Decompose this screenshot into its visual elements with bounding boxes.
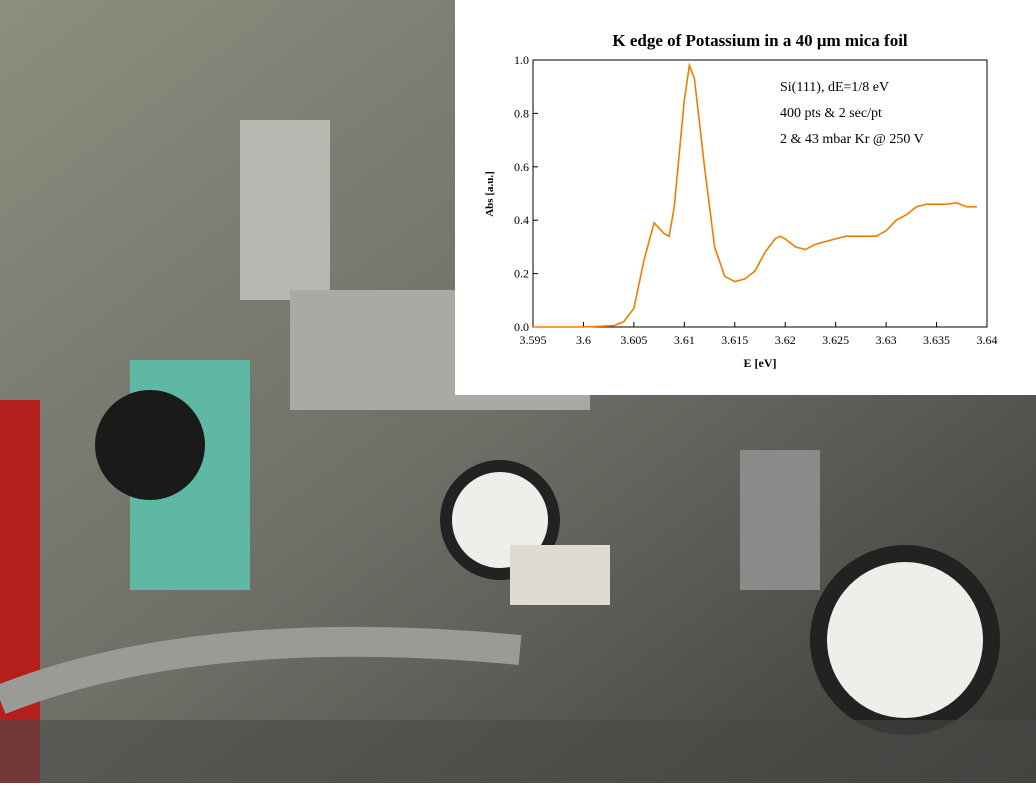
x-axis-label: E [eV] <box>744 356 777 370</box>
chart-title: K edge of Potassium in a 40 μm mica foil <box>612 31 908 50</box>
y-tick-label: 0.2 <box>514 267 529 281</box>
y-tick-label: 1.0 <box>514 53 529 67</box>
x-tick-label: 3.64 <box>977 333 998 347</box>
y-tick-label: 0.6 <box>514 160 529 174</box>
y-tick-label: 0.8 <box>514 106 529 120</box>
x-tick-label: 3.6 <box>576 333 591 347</box>
x-tick-label: 3.62 <box>775 333 796 347</box>
annotation: 400 pts & 2 sec/pt <box>780 106 882 121</box>
y-axis-label: Abs [a.u.] <box>484 171 496 217</box>
annotation: 2 & 43 mbar Kr @ 250 V <box>780 132 924 147</box>
x-tick-label: 3.615 <box>721 333 748 347</box>
x-tick-label: 3.635 <box>923 333 950 347</box>
annotation: Si(111), dE=1/8 eV <box>780 80 889 95</box>
x-tick-label: 3.61 <box>674 333 695 347</box>
data-line <box>533 62 977 328</box>
x-tick-label: 3.605 <box>620 333 647 347</box>
x-tick-label: 3.63 <box>876 333 897 347</box>
chart-background <box>455 0 1036 395</box>
x-tick-label: 3.625 <box>822 333 849 347</box>
plot-frame <box>532 59 988 328</box>
chart: K edge of Potassium in a 40 μm mica foil… <box>455 0 1036 395</box>
y-tick-label: 0.0 <box>514 320 529 334</box>
x-tick-label: 3.595 <box>520 333 547 347</box>
y-tick-label: 0.4 <box>514 213 529 227</box>
